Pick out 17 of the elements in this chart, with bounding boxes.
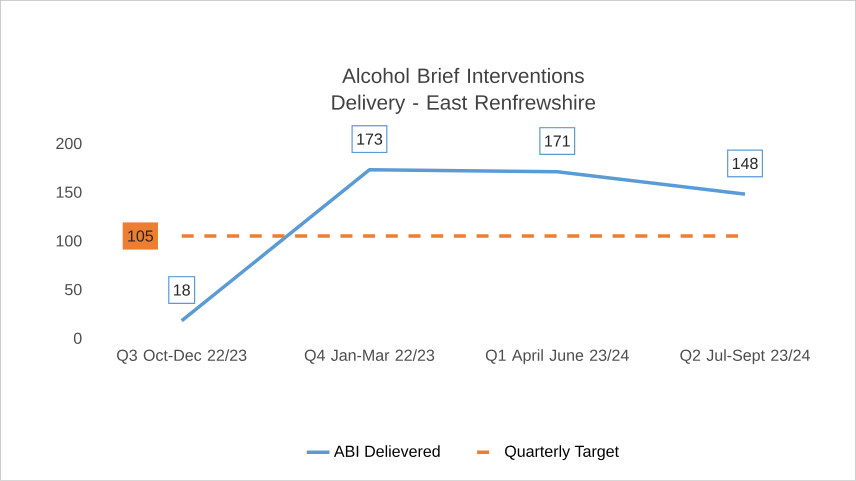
data-label: 171: [545, 136, 570, 147]
y-tick-label: 0: [74, 332, 82, 344]
legend-label: Quarterly Target: [505, 445, 619, 460]
y-tick-label: 150: [56, 186, 82, 198]
chart-title: Alcohol Brief Interventions Delivery - East Renfrewshire: [332, 68, 596, 114]
data-label: 173: [357, 134, 382, 145]
y-tick-label: 100: [56, 235, 82, 247]
legend-label: ABI Delievered: [334, 445, 440, 458]
data-label: 105: [128, 230, 153, 242]
data-label: 18: [174, 284, 190, 296]
x-tick-label: Q2 Jul-Sept 23/24: [680, 349, 810, 364]
data-label: 148: [732, 158, 758, 170]
y-tick-label: 50: [65, 284, 82, 296]
x-tick-label: Q4 Jan-Mar 22/23: [304, 349, 434, 364]
y-tick-label: 200: [56, 138, 82, 150]
x-tick-label: Q1 April June 23/24: [486, 349, 629, 364]
x-tick-label: Q3 Oct-Dec 22/23: [117, 349, 246, 364]
